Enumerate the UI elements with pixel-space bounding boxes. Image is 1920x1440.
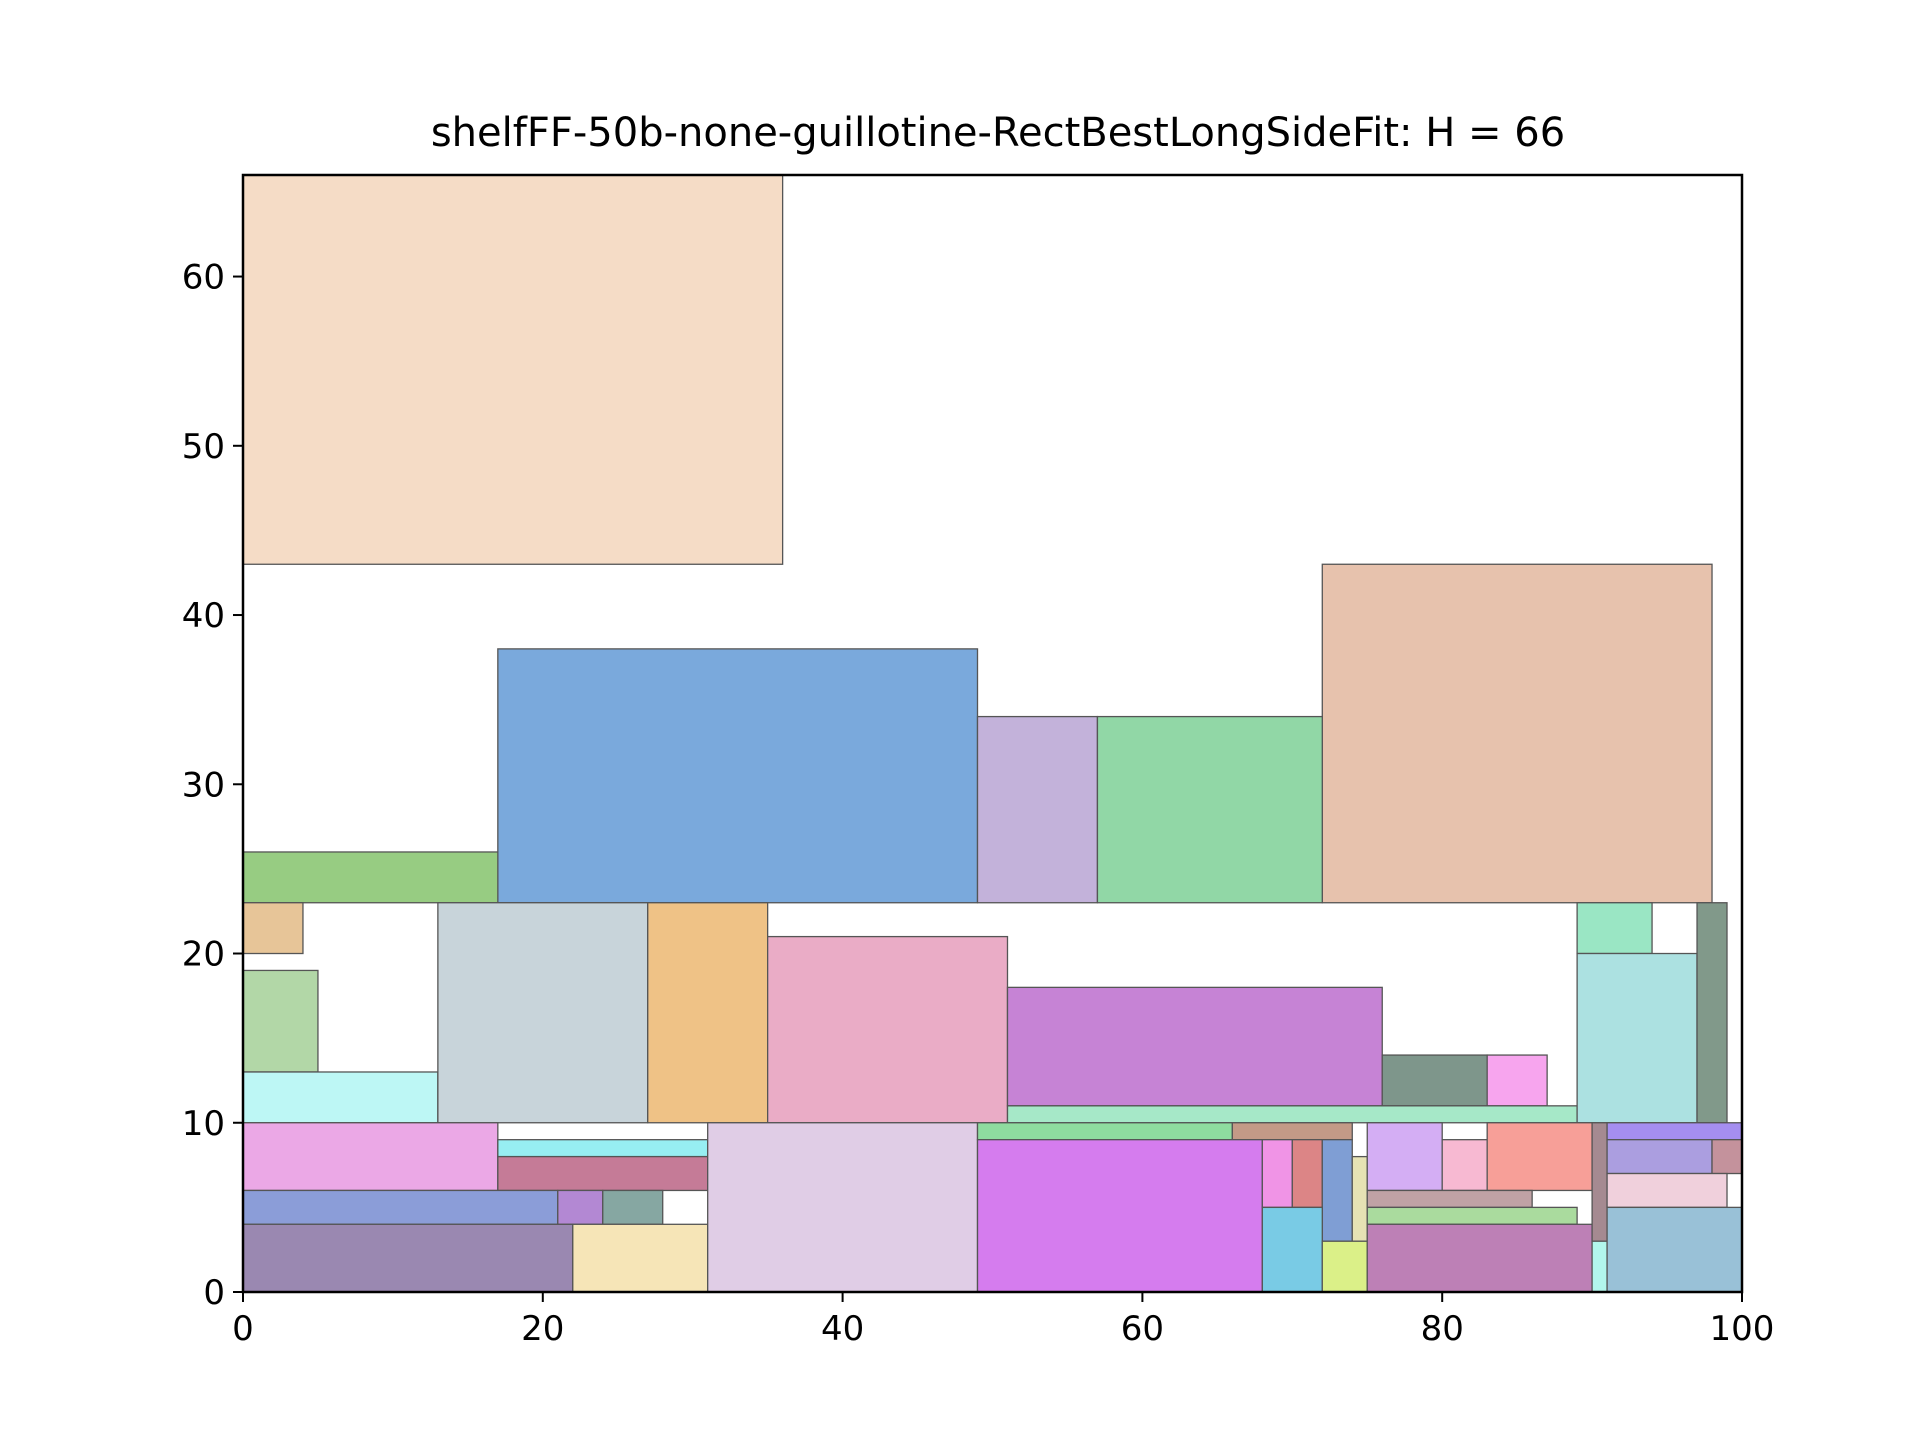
y-tick-label-0: 0	[203, 1273, 225, 1313]
chart-title: shelfFF-50b-none-guillotine-RectBestLong…	[431, 110, 1565, 156]
packed-rect-3	[497, 648, 979, 904]
packed-rect-31	[976, 1139, 1263, 1293]
packed-rect-47	[1606, 1139, 1713, 1175]
packed-rect-49	[1606, 1172, 1728, 1209]
packed-rect-4	[976, 715, 1099, 904]
packed-rect-18	[1576, 952, 1698, 1124]
packed-rect-48	[1711, 1139, 1743, 1175]
packed-rect-5	[1096, 715, 1323, 904]
packed-rect-38	[1366, 1122, 1443, 1192]
packed-rect-26	[242, 1223, 574, 1293]
packed-rect-25	[602, 1189, 664, 1225]
packed-rect-42	[1366, 1206, 1578, 1225]
packed-rect-24	[557, 1189, 604, 1225]
packed-rect-1	[242, 174, 784, 565]
y-tick-label-2: 20	[182, 935, 225, 975]
packed-rect-32	[1261, 1139, 1293, 1209]
packed-rect-23	[242, 1189, 559, 1225]
packed-rect-27	[572, 1223, 709, 1293]
y-tick-label-4: 40	[182, 596, 225, 636]
packed-rect-15	[1486, 1054, 1548, 1107]
packed-rect-37	[1321, 1240, 1368, 1293]
packed-rect-16	[1006, 1105, 1578, 1124]
packed-rect-34	[1321, 1139, 1353, 1242]
packed-rect-40	[1486, 1122, 1593, 1192]
packed-rect-50	[1606, 1206, 1743, 1293]
packed-rect-2	[1321, 563, 1713, 904]
packed-rect-14	[1381, 1054, 1488, 1107]
x-tick-label-0: 0	[232, 1309, 254, 1349]
x-tick-label-2: 40	[821, 1309, 864, 1349]
x-tick-label-4: 80	[1421, 1309, 1464, 1349]
packed-rect-33	[1291, 1139, 1323, 1209]
y-tick-label-3: 30	[182, 765, 225, 805]
packed-rect-45	[1591, 1240, 1608, 1293]
packed-rect-35	[1351, 1155, 1368, 1242]
x-tick-label-5: 100	[1710, 1309, 1775, 1349]
packed-rect-41	[1366, 1189, 1533, 1209]
y-tick-label-5: 50	[182, 427, 225, 467]
packed-rect-8	[242, 969, 319, 1073]
ticks-layer: 0 20 40 60 80 100 0 10 20 30 40 50 60	[182, 258, 1775, 1349]
packed-rect-30	[1231, 1122, 1353, 1141]
packed-rect-9	[242, 1071, 439, 1124]
packed-rect-44	[1591, 1122, 1608, 1242]
packed-rect-10	[437, 902, 649, 1124]
y-tick-label-1: 10	[182, 1104, 225, 1144]
x-tick-label-1: 20	[521, 1309, 564, 1349]
packed-rect-7	[242, 902, 304, 955]
packed-rect-6	[242, 851, 499, 904]
plot-area-frame	[241, 173, 1744, 1294]
packed-rect-39	[1441, 1139, 1488, 1192]
packed-rect-20	[242, 1122, 499, 1192]
packed-rect-28	[707, 1122, 979, 1293]
packed-rect-46	[1606, 1122, 1743, 1141]
packed-rect-19	[1696, 902, 1728, 1124]
packed-rect-21	[497, 1139, 709, 1158]
packed-rect-17	[1576, 902, 1653, 955]
x-tick-label-3: 60	[1121, 1309, 1164, 1349]
packed-rect-11	[647, 902, 769, 1124]
packed-rect-13	[1006, 986, 1383, 1107]
packed-rect-29	[976, 1122, 1233, 1141]
packed-rect-22	[497, 1155, 709, 1192]
packed-rect-36	[1261, 1206, 1323, 1293]
packed-rect-43	[1366, 1223, 1593, 1293]
rectangles-layer	[242, 174, 1743, 1293]
packed-rect-12	[767, 935, 1009, 1124]
y-tick-label-6: 60	[182, 258, 225, 298]
